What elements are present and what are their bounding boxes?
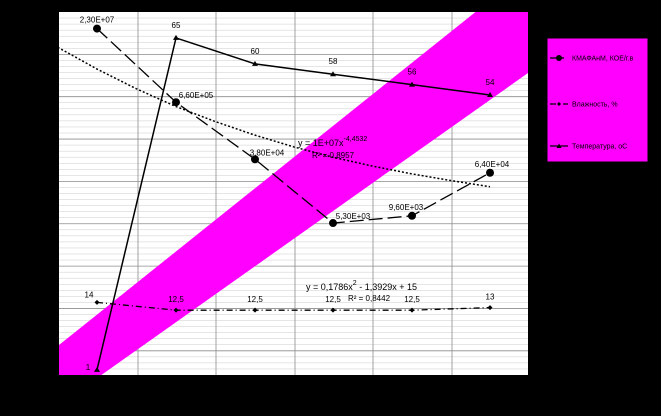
series-2-point — [94, 299, 100, 305]
series-2-label: 12,5 — [404, 295, 420, 304]
series-3-label: 54 — [486, 78, 495, 87]
series-2-label: 12,5 — [247, 295, 263, 304]
series-2-label: 14 — [85, 290, 94, 299]
trendline-2-r2: R² = 0,8442 — [348, 294, 391, 303]
series-2-point — [173, 307, 179, 313]
series-1-point — [486, 168, 494, 177]
band-shape — [59, 12, 528, 375]
series-1-label: 9,60E+03 — [389, 203, 424, 212]
series-1-point — [329, 219, 337, 228]
trendline-1-r2: R² = 0,8957 — [312, 151, 355, 160]
series-3-first-label: 1 — [86, 363, 91, 372]
trendline-1 — [57, 46, 491, 188]
series-3-label: 65 — [172, 21, 181, 30]
legend-label-3: Температура, оС — [572, 144, 627, 151]
series-3-label: 60 — [251, 47, 260, 56]
series-1-label: 6,60E+05 — [179, 91, 214, 100]
legend: КМАФАнМ, КОЕ/г.в Влажность, % Температура,… — [546, 37, 649, 163]
series-layer — [57, 24, 494, 372]
legend-box — [546, 37, 649, 163]
series-2-label: 12,5 — [325, 295, 341, 304]
series-3-label: 56 — [408, 68, 417, 77]
series-1-label: 2,30E+07 — [80, 16, 115, 25]
trendline-1-equation: y = 1E+07x-4,4532 — [298, 136, 367, 148]
legend-label-2: Влажность, % — [572, 102, 618, 109]
series-1-label: 5,30E+03 — [336, 212, 371, 221]
series-2-label: 12,5 — [168, 295, 184, 304]
series-3-line — [96, 36, 491, 370]
series-2-label: 13 — [486, 293, 495, 302]
series-1-line — [96, 28, 491, 224]
highlight-band — [59, 12, 528, 375]
series-2-point — [487, 305, 493, 311]
series-1-point — [251, 155, 259, 164]
series-2-point — [330, 307, 336, 313]
series-2-line — [96, 301, 491, 311]
series-1-point — [93, 24, 101, 33]
legend-marker-1 — [556, 55, 562, 61]
legend-marker-3 — [556, 143, 562, 148]
series-3-point — [94, 366, 100, 372]
legend-marker-2 — [557, 102, 561, 106]
data-labels: 2,30E+07 6,60E+05 3,80E+04 5,30E+03 9,60E+03… — [80, 16, 510, 372]
series-3-point — [487, 91, 493, 97]
series-1-label: 6,40E+04 — [475, 160, 510, 169]
legend-label-1: КМАФАнМ, КОЕ/г.в — [572, 56, 633, 63]
series-2-point — [409, 307, 415, 313]
series-2-point — [252, 307, 258, 313]
series-3-point — [173, 34, 179, 40]
series-1-point — [172, 98, 180, 107]
series-3-point — [330, 71, 336, 77]
series-3-point — [252, 60, 258, 66]
trendline-2-equation: y = 0,1786x2 - 1,3929x + 15 — [306, 280, 417, 292]
series-3-point — [409, 81, 415, 87]
series-1-label: 3,80E+04 — [250, 148, 285, 157]
series-1-point — [408, 211, 416, 220]
series-3-label: 58 — [329, 57, 338, 66]
